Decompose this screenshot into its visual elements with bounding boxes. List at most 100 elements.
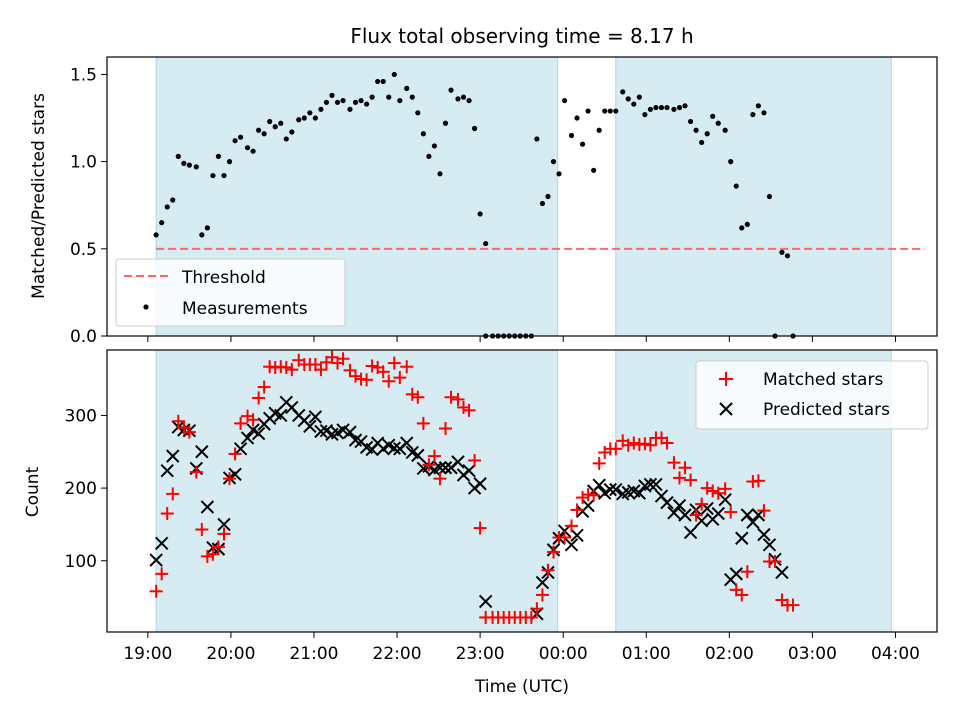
measurement-point (375, 78, 381, 85)
matched-point (592, 456, 606, 470)
matched-point (325, 350, 339, 364)
matched-point (336, 352, 350, 366)
predicted-point (451, 455, 465, 469)
measurement-point (471, 125, 478, 132)
measurement-point (704, 131, 710, 137)
matched-legend-label: Matched stars (763, 370, 883, 390)
measurement-point (186, 162, 192, 168)
y-tick-label: 1.0 (70, 153, 97, 173)
matched-point (672, 471, 686, 485)
predicted-point (570, 528, 584, 543)
measurement-point (710, 113, 716, 119)
measurement-point (550, 159, 557, 165)
measurement-point (755, 103, 762, 109)
matched-point (166, 487, 180, 501)
x-tick-label: 01:00 (622, 644, 671, 664)
measurements-legend-label: Measurements (182, 299, 308, 319)
matched-point (564, 519, 578, 533)
measurement-point (301, 115, 307, 121)
measurement-point (744, 221, 750, 227)
predicted-point (557, 524, 572, 538)
measurement-point (278, 120, 284, 126)
matched-point (223, 472, 237, 486)
matched-point (757, 504, 771, 518)
measurement-point (561, 97, 568, 104)
measurement-point (658, 104, 665, 111)
measurement-point (631, 101, 637, 107)
predicted-point (160, 463, 174, 478)
measurement-point (671, 106, 677, 112)
matched-point (182, 425, 196, 439)
measurement-point (159, 220, 165, 226)
predicted-point (757, 527, 771, 542)
measurement-point (386, 94, 392, 100)
measurements-legend-swatch (143, 304, 149, 310)
predicted-point (478, 594, 493, 609)
predicted-point (564, 538, 579, 552)
predicted-point (678, 508, 692, 522)
predicted-point (660, 495, 674, 510)
count-panel-frame (106, 349, 938, 633)
measurement-point (221, 172, 227, 179)
matched-point (314, 363, 328, 377)
predicted-point (438, 461, 453, 475)
measurement-point (193, 164, 199, 170)
x-tick-label: 04:00 (871, 644, 920, 664)
measurement-point (596, 127, 602, 133)
measurement-point (181, 160, 187, 166)
measurement-point (585, 108, 591, 114)
predicted-point (411, 448, 425, 463)
measurement-point (642, 111, 648, 118)
matched-point (416, 416, 430, 430)
predicted-point (166, 449, 180, 463)
measurement-point (574, 115, 580, 121)
predicted-point (762, 538, 777, 552)
matched-point (387, 356, 401, 370)
matched-point (660, 436, 674, 450)
matched-point (411, 390, 425, 404)
matched-point (252, 391, 266, 405)
measurement-point (779, 249, 785, 255)
measurement-point (728, 159, 734, 165)
matched-point (524, 610, 538, 624)
matched-point (706, 484, 720, 498)
predicted-point (240, 431, 255, 445)
predicted-point (387, 441, 401, 455)
y-tick-label: 200 (65, 479, 97, 499)
matched-point (711, 486, 725, 500)
matched-point (570, 503, 584, 517)
measurement-point (323, 99, 330, 105)
measurement-point (164, 204, 170, 210)
predicted-legend-label: Predicted stars (763, 400, 890, 420)
predicted-point (581, 498, 595, 513)
matched-point (786, 598, 800, 612)
measurement-point (715, 120, 721, 126)
measurement-point (625, 96, 631, 102)
predicted-point (609, 482, 623, 497)
matched-point (751, 474, 765, 488)
predicted-point (740, 508, 755, 522)
measurement-point (289, 129, 295, 135)
measurement-point (455, 96, 461, 102)
measurement-point (318, 106, 324, 112)
measurement-point (267, 118, 273, 125)
measurement-point (420, 131, 426, 137)
measurement-point (784, 253, 791, 259)
measurement-point (296, 117, 302, 123)
x-axis-label: Time (UTC) (474, 677, 569, 697)
matched-point (546, 545, 560, 559)
observing-interval-2 (615, 57, 892, 336)
ratio-panel: 0.0 0.5 1.0 1.5 Matched/Predicted stars Thr… (29, 56, 938, 347)
measurement-point (363, 101, 370, 107)
matched-point (530, 602, 544, 616)
y-tick-label: 0.5 (70, 240, 97, 260)
x-tick-label: 20:00 (206, 644, 255, 664)
matched-point (439, 421, 453, 435)
measurement-point (693, 127, 699, 133)
matched-point (541, 563, 555, 577)
measurement-point (534, 136, 540, 142)
matched-point (405, 387, 419, 401)
measurement-point (272, 124, 278, 130)
matched-point (360, 373, 374, 387)
